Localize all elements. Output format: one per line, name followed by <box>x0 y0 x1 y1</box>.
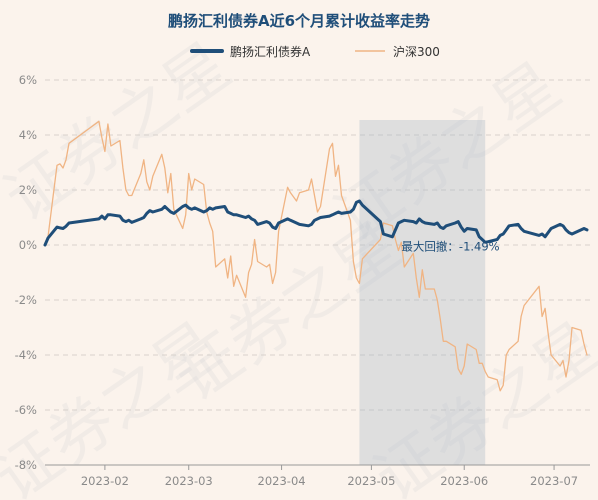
y-tick-label: -2% <box>15 293 37 307</box>
y-tick-label: -4% <box>15 348 37 362</box>
y-tick-label: -6% <box>15 403 37 417</box>
drawdown-label: 最大回撤：-1.49% <box>401 240 499 254</box>
y-tick-label: 6% <box>19 73 37 87</box>
x-tick-label: 2023-03 <box>165 474 213 488</box>
series <box>43 120 589 392</box>
y-tick-label: -8% <box>15 458 37 472</box>
x-tick-label: 2023-04 <box>258 474 306 488</box>
drawdown-band <box>359 120 486 465</box>
chart-title: 鹏扬汇利债券A近6个月累计收益率走势 <box>168 12 430 30</box>
x-axis: 2023-02 2023-03 2023-04 2023-05 2023-06 2023-… <box>45 464 590 488</box>
x-tick-label: 2023-05 <box>347 474 395 488</box>
y-tick-label: 2% <box>19 183 37 197</box>
series-line-index <box>44 120 588 392</box>
x-tick-label: 2023-02 <box>81 474 129 488</box>
x-tick-label: 2023-07 <box>530 474 578 488</box>
series-line-fund <box>43 199 589 247</box>
y-tick-label: 4% <box>19 128 37 142</box>
y-axis: 6% 4% 2% 0% -2% -4% -6% -8% <box>15 73 37 472</box>
legend-label-index: 沪深300 <box>393 45 440 59</box>
legend: 鹏扬汇利债券A 沪深300 <box>190 44 440 59</box>
x-tick-label: 2023-06 <box>440 474 488 488</box>
y-tick-label: 0% <box>19 238 37 252</box>
legend-label-fund: 鹏扬汇利债券A <box>230 44 311 59</box>
